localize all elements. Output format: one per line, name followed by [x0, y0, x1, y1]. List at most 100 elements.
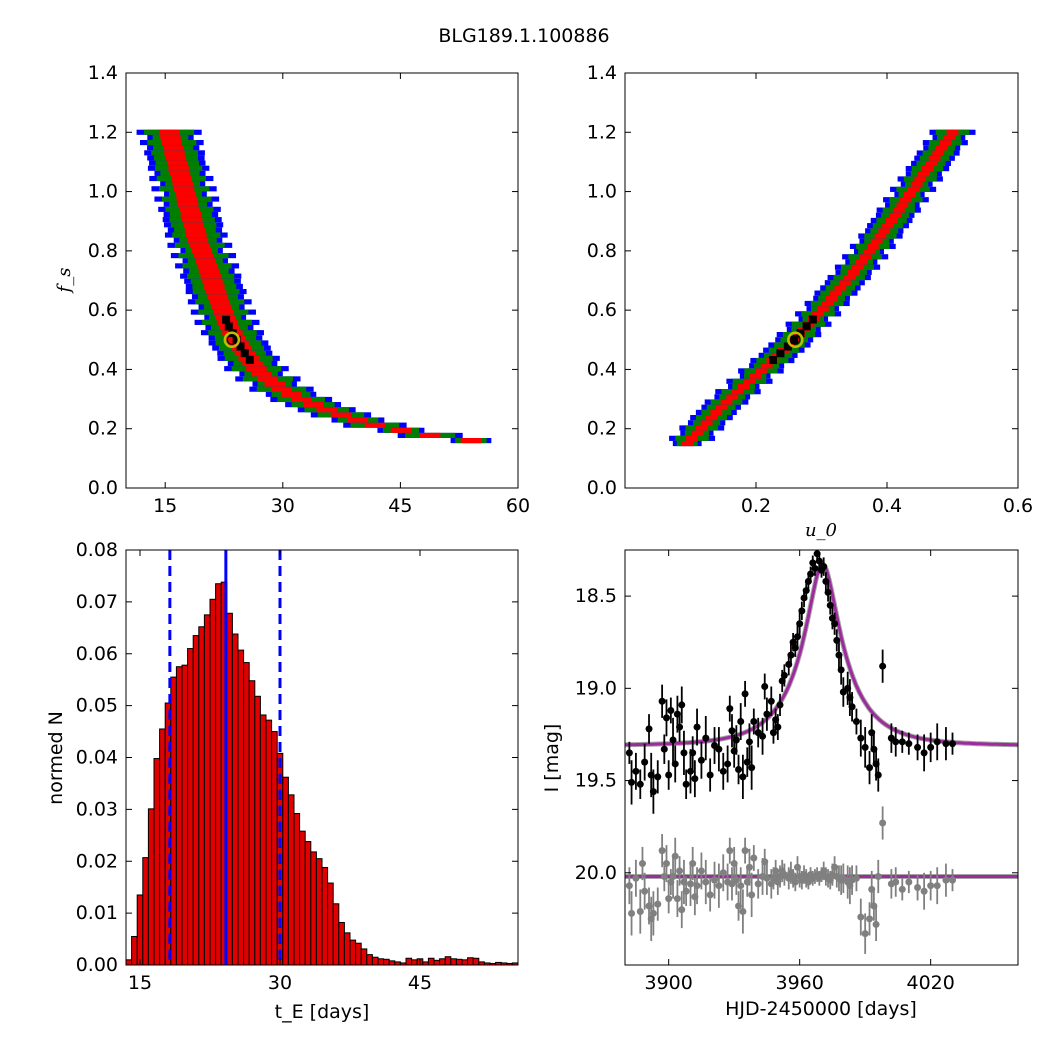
p3-xtick-label: 15 — [128, 972, 152, 994]
p2-cells-red — [921, 166, 934, 172]
p2-cells-red — [843, 274, 856, 281]
residual-point — [711, 876, 719, 884]
data-point — [658, 697, 666, 705]
p2-cells-red — [932, 150, 945, 156]
hist-bar — [338, 921, 345, 966]
p3-ytick-label: 0.04 — [76, 747, 118, 769]
data-point — [665, 771, 673, 779]
p2-cells-red — [715, 404, 728, 410]
data-point — [691, 775, 699, 783]
residual-point — [879, 819, 887, 827]
p1-cells-red — [169, 170, 191, 176]
p1-cells-red — [271, 386, 292, 392]
data-point — [667, 706, 675, 714]
hist-bar — [366, 954, 373, 966]
p1-cells-red — [175, 191, 196, 197]
hist-bar — [321, 866, 329, 966]
p1-cells-red — [246, 366, 267, 372]
p2-cells-red — [870, 238, 883, 244]
p3-ylabel: normed N — [45, 711, 67, 805]
hist-bar — [287, 794, 295, 966]
p2-cells-red — [830, 290, 842, 296]
residual-point — [872, 920, 880, 928]
p3-ytick-label: 0.02 — [76, 850, 118, 872]
data-point — [676, 723, 684, 731]
data-point — [724, 760, 732, 768]
p2-cells-red — [859, 254, 872, 260]
p2-cells-red — [700, 420, 713, 426]
p1-cells-red — [330, 412, 352, 418]
residual-point — [735, 902, 743, 910]
residual-point — [868, 885, 876, 893]
hist-bar — [259, 714, 267, 966]
data-point — [769, 729, 777, 737]
p1-cells-red — [257, 376, 279, 382]
residual-point — [702, 878, 710, 886]
p2-ytick-label: 0.2 — [587, 418, 617, 440]
p3-ytick-label: 0.03 — [76, 798, 118, 820]
residual-point — [905, 878, 913, 886]
residual-point — [671, 852, 679, 860]
p2-xtick-label: 0.4 — [872, 495, 902, 517]
p1-cells-red — [316, 407, 337, 413]
data-point — [763, 710, 771, 718]
residual-point — [732, 876, 740, 884]
data-point — [671, 760, 679, 768]
p2-cells-red — [720, 399, 733, 405]
p2-cells-red — [885, 217, 898, 224]
p1-ytick-label: 1.0 — [88, 181, 118, 203]
p1-cells-red — [180, 211, 202, 218]
hist-bar — [209, 598, 217, 966]
p1-cells-red — [193, 253, 214, 259]
p2-cells-red — [737, 383, 750, 390]
p3-xtick-label: 45 — [408, 972, 432, 994]
p4-ytick-label: 20.0 — [575, 862, 617, 884]
hist-bar — [439, 958, 446, 966]
p2-xlabel: u_0 — [805, 520, 837, 541]
residual-point — [763, 874, 771, 882]
residual-point — [914, 884, 922, 892]
p1-cells-red — [182, 217, 203, 223]
p4-frame — [624, 549, 1019, 966]
residual-point — [857, 913, 865, 921]
hist-bar — [231, 633, 239, 966]
p2-cells-red — [863, 249, 875, 255]
p2-cells-red — [878, 228, 891, 234]
p1-cells-red — [204, 283, 225, 289]
residual-point — [658, 847, 666, 855]
p1-ytick-label: 0.6 — [88, 299, 118, 321]
residual-point — [697, 867, 705, 875]
data-point — [641, 758, 649, 766]
hist-bar — [142, 857, 149, 966]
residual-point — [715, 882, 723, 890]
hist-bar — [237, 649, 245, 966]
p1-xtick-label: 15 — [153, 495, 177, 517]
p2-cells-red — [760, 363, 773, 369]
p1-cells-red — [420, 432, 441, 439]
hist-bar — [265, 719, 273, 966]
p4-xtick-label: 3900 — [644, 972, 692, 994]
p3-ytick-label: 0.01 — [76, 902, 118, 924]
data-point — [807, 570, 815, 578]
residual-point — [791, 878, 799, 886]
p2-cells-red — [821, 300, 834, 307]
data-point — [737, 718, 745, 726]
p4-xtick-label: 4020 — [906, 972, 954, 994]
data-point — [776, 701, 784, 709]
data-point — [920, 749, 928, 757]
residual-point — [689, 860, 697, 868]
data-point — [787, 651, 795, 659]
data-point — [632, 767, 640, 775]
residual-point — [678, 906, 686, 914]
p2-cells-red — [686, 435, 698, 441]
residual-point — [898, 885, 906, 893]
p4-ylabel: I [mag] — [541, 724, 563, 793]
hist-bar — [203, 614, 211, 966]
data-point — [660, 745, 668, 753]
data-point — [687, 767, 694, 775]
hist-bar — [254, 695, 261, 966]
hist-bar — [355, 942, 362, 966]
data-point — [848, 703, 856, 711]
p1-cells-red — [264, 381, 285, 387]
